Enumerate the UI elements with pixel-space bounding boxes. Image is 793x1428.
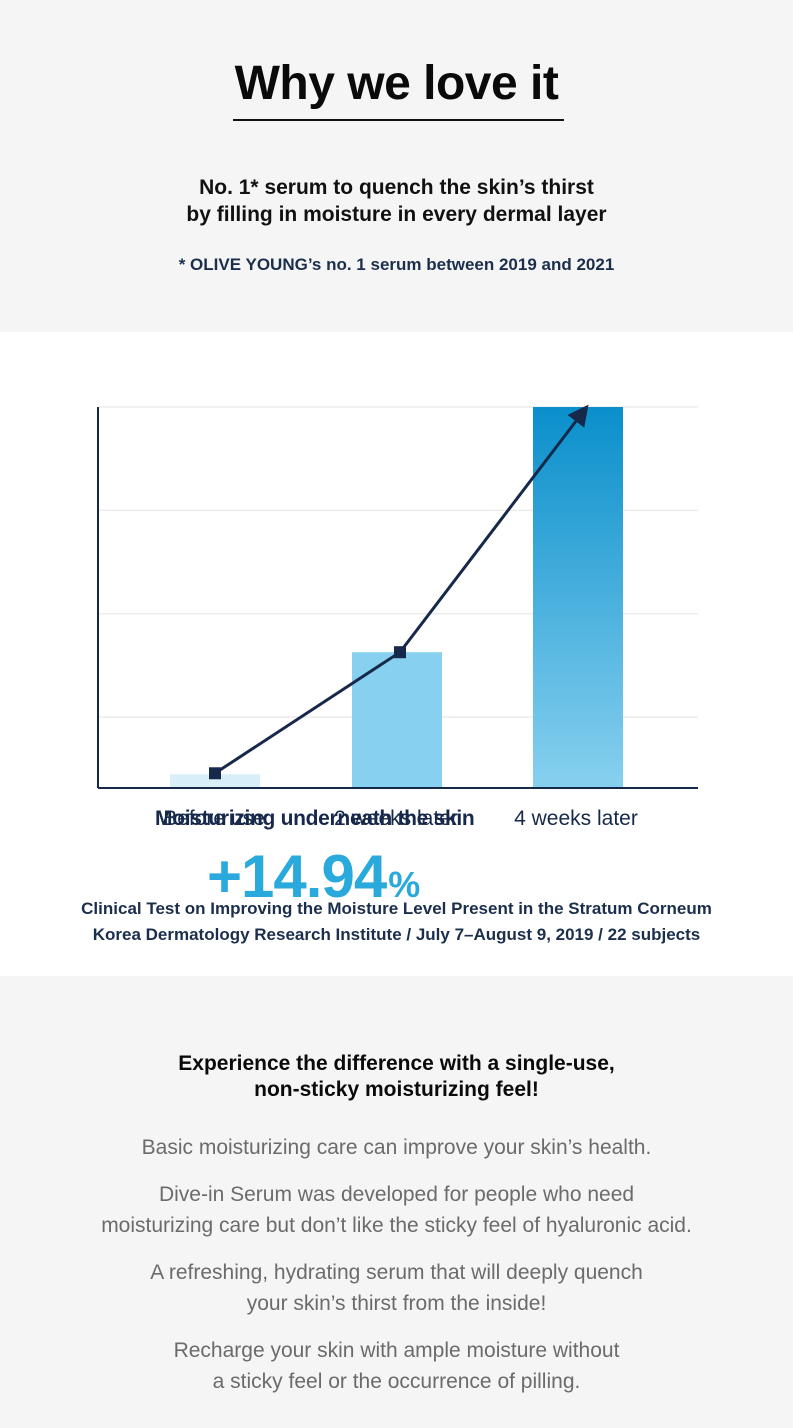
study-source: Clinical Test on Improving the Moisture … <box>0 896 793 948</box>
title-underline <box>233 119 564 121</box>
benefit-paragraph-3: A refreshing, hydrating serum that will … <box>0 1257 793 1319</box>
benefits-heading: Experience the difference with a single-… <box>0 1051 793 1103</box>
benefit-2-line-2: moisturizing care but don’t like the sti… <box>101 1214 692 1237</box>
highlight-number: +14.94 <box>207 843 387 910</box>
bar-0 <box>170 774 260 787</box>
benefit-3-line-2: your skin’s thirst from the inside! <box>246 1292 547 1315</box>
footnote: * OLIVE YOUNG’s no. 1 serum between 2019… <box>178 255 615 274</box>
source-line-2: Korea Dermatology Research Institute / J… <box>92 925 701 944</box>
bar-2 <box>533 407 623 787</box>
benefit-paragraph-4: Recharge your skin with ample moisture w… <box>0 1335 793 1397</box>
x-tick-before-use: Before use <box>163 807 265 830</box>
intro-section: Why we love it No. 1* serum to quench th… <box>0 0 793 332</box>
benefit-paragraph-2: Dive-in Serum was developed for people w… <box>0 1179 793 1241</box>
x-tick-2-weeks: 2 weeks later <box>334 807 458 830</box>
benefit-4-line-2: a sticky feel or the occurrence of pilli… <box>212 1370 581 1393</box>
benefit-paragraph-1: Basic moisturizing care can improve your… <box>0 1132 793 1163</box>
benefit-2-line-1: Dive-in Serum was developed for people w… <box>158 1183 635 1206</box>
benefit-4-line-1: Recharge your skin with ample moisture w… <box>173 1339 620 1362</box>
benefits-heading-line-2: non-sticky moisturizing feel! <box>254 1078 539 1101</box>
benefit-3-line-1: A refreshing, hydrating serum that will … <box>150 1261 643 1284</box>
page-title: Why we love it <box>234 57 559 110</box>
benefit-1-line-1: Basic moisturizing care can improve your… <box>141 1136 652 1159</box>
chart-section: Moisturizing underneath the skin +14.94%… <box>0 332 793 1099</box>
subtitle-line-1: No. 1* serum to quench the skin’s thirst <box>199 176 594 199</box>
trend-point-1 <box>394 646 406 659</box>
bar-1 <box>352 652 442 787</box>
chart-title: Moisturizing underneath the skin <box>155 807 475 830</box>
highlight-value: +14.94% <box>207 842 420 911</box>
subtitle-line-2: by filling in moisture in every dermal l… <box>186 203 607 226</box>
moisture-chart <box>97 404 698 789</box>
x-tick-4-weeks: 4 weeks later <box>514 807 638 830</box>
highlight-unit: % <box>388 864 420 905</box>
trend-point-0 <box>209 767 221 780</box>
subtitle: No. 1* serum to quench the skin’s thirst… <box>0 174 793 228</box>
source-line-1: Clinical Test on Improving the Moisture … <box>81 899 712 918</box>
benefits-heading-line-1: Experience the difference with a single-… <box>178 1052 615 1075</box>
benefits-section: Experience the difference with a single-… <box>0 976 793 1428</box>
